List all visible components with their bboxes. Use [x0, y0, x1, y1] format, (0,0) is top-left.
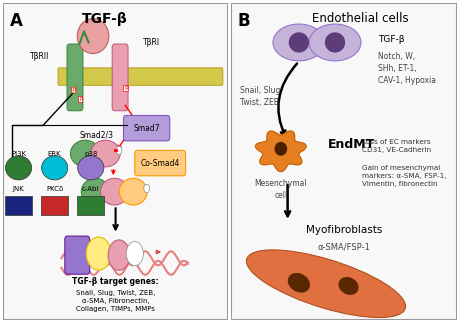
Ellipse shape	[91, 140, 120, 167]
Text: A: A	[9, 12, 22, 30]
Ellipse shape	[144, 184, 150, 193]
Text: Gain of mesenchymal
markers: α-SMA, FSP-1,
Vimentin, fibronectin: Gain of mesenchymal markers: α-SMA, FSP-…	[362, 165, 447, 187]
Text: EndMT: EndMT	[328, 138, 375, 151]
Text: PKCδ: PKCδ	[46, 186, 64, 192]
Ellipse shape	[274, 142, 287, 156]
Ellipse shape	[78, 156, 104, 180]
Text: P: P	[79, 97, 82, 102]
Ellipse shape	[325, 32, 345, 53]
Text: Snail, Slug, Twist, ZEB,
α-SMA, Fibronectin,
Collagen, TIMPs, MMPs: Snail, Slug, Twist, ZEB, α-SMA, Fibronec…	[76, 290, 155, 312]
Ellipse shape	[126, 242, 143, 266]
Ellipse shape	[116, 146, 122, 154]
Text: Endothelial cells: Endothelial cells	[311, 12, 408, 25]
Polygon shape	[255, 131, 306, 172]
Text: Snail, Slug,
Twist, ZEB: Snail, Slug, Twist, ZEB	[240, 86, 283, 107]
Text: P: P	[124, 86, 128, 91]
FancyBboxPatch shape	[124, 115, 170, 141]
Text: TGF-β: TGF-β	[82, 12, 127, 26]
Text: α-SMA/FSP-1: α-SMA/FSP-1	[318, 243, 371, 251]
FancyBboxPatch shape	[77, 196, 104, 215]
Ellipse shape	[86, 237, 111, 270]
Ellipse shape	[100, 178, 128, 205]
Text: Notch, W,
SHh, ET-1,
CAV-1, Hypoxia: Notch, W, SHh, ET-1, CAV-1, Hypoxia	[378, 52, 436, 85]
FancyBboxPatch shape	[3, 3, 228, 320]
Text: Mesenchymal
cell: Mesenchymal cell	[255, 179, 307, 200]
Ellipse shape	[82, 178, 109, 205]
Ellipse shape	[71, 140, 100, 167]
Text: TβRI: TβRI	[143, 38, 160, 47]
FancyBboxPatch shape	[58, 68, 223, 85]
Text: p38: p38	[84, 151, 98, 157]
Text: Smad7: Smad7	[133, 124, 160, 133]
FancyBboxPatch shape	[135, 151, 185, 176]
Ellipse shape	[288, 273, 310, 293]
Ellipse shape	[6, 156, 32, 180]
FancyBboxPatch shape	[41, 196, 68, 215]
Ellipse shape	[289, 32, 309, 53]
Text: Loss of EC markers
CD31, VE-Cadherin: Loss of EC markers CD31, VE-Cadherin	[362, 139, 431, 153]
FancyBboxPatch shape	[5, 196, 32, 215]
FancyBboxPatch shape	[231, 3, 457, 320]
Text: Co-Smad4: Co-Smad4	[141, 159, 181, 168]
FancyBboxPatch shape	[112, 44, 128, 111]
Text: ERK: ERK	[48, 151, 62, 157]
Ellipse shape	[119, 178, 147, 205]
Ellipse shape	[309, 24, 361, 61]
Text: B: B	[238, 12, 251, 30]
Text: TβRII: TβRII	[30, 52, 49, 61]
Text: Myofibroblasts: Myofibroblasts	[306, 225, 382, 235]
Text: PI3K: PI3K	[11, 151, 26, 157]
Ellipse shape	[108, 240, 130, 270]
Text: c-Abl: c-Abl	[82, 186, 100, 192]
Ellipse shape	[338, 277, 359, 295]
Text: TGF-β: TGF-β	[378, 35, 404, 44]
Ellipse shape	[42, 156, 68, 180]
Ellipse shape	[273, 24, 325, 61]
FancyBboxPatch shape	[67, 44, 83, 111]
FancyBboxPatch shape	[65, 236, 90, 274]
Ellipse shape	[246, 250, 406, 318]
Text: JNK: JNK	[13, 186, 25, 192]
Ellipse shape	[77, 19, 109, 54]
Text: Smad2/3: Smad2/3	[80, 131, 113, 140]
Text: TGF-β target genes:: TGF-β target genes:	[73, 277, 159, 287]
Text: P: P	[72, 88, 75, 93]
